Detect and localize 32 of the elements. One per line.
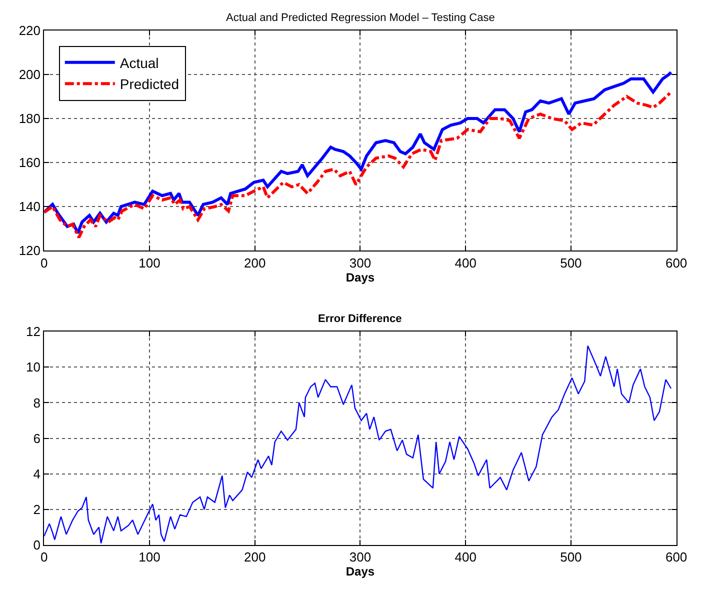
y-tick-label: 12 [26, 324, 41, 340]
y-tick-label: 10 [26, 360, 41, 375]
y-tick-label: 120 [18, 243, 41, 258]
x-tick-label: 100 [138, 255, 160, 270]
y-tick-label: 200 [18, 67, 41, 82]
x-axis-title: Days [346, 564, 375, 579]
x-tick-label: 300 [349, 255, 372, 270]
y-tick-label: 0 [33, 538, 41, 553]
x-tick-label: 300 [349, 550, 372, 565]
legend-label: Actual [120, 54, 159, 71]
y-tick-label: 180 [18, 111, 41, 126]
x-axis-title: Days [346, 270, 375, 284]
y-tick-label: 140 [18, 199, 41, 214]
x-tick-label: 400 [454, 550, 476, 565]
y-tick-label: 220 [18, 22, 41, 38]
y-tick-label: 6 [33, 430, 41, 446]
line-series [44, 345, 672, 544]
x-tick-label: 100 [138, 550, 160, 565]
y-tick-label: 8 [33, 395, 41, 410]
chart-title: Actual and Predicted Regression Model – Testing Case [226, 12, 495, 24]
x-tick-label: 600 [665, 255, 688, 270]
chart-title: Error Difference [318, 313, 402, 325]
y-tick-label: 160 [18, 155, 41, 170]
x-tick-label: 400 [454, 255, 476, 270]
x-tick-label: 200 [244, 550, 266, 565]
y-tick-label: 2 [33, 502, 41, 518]
legend-label: Predicted [120, 76, 180, 92]
y-tick-label: 4 [33, 466, 41, 482]
x-tick-label: 200 [244, 255, 266, 270]
x-tick-label: 600 [665, 550, 688, 565]
x-tick-label: 500 [560, 255, 582, 270]
x-tick-label: 500 [560, 550, 582, 565]
